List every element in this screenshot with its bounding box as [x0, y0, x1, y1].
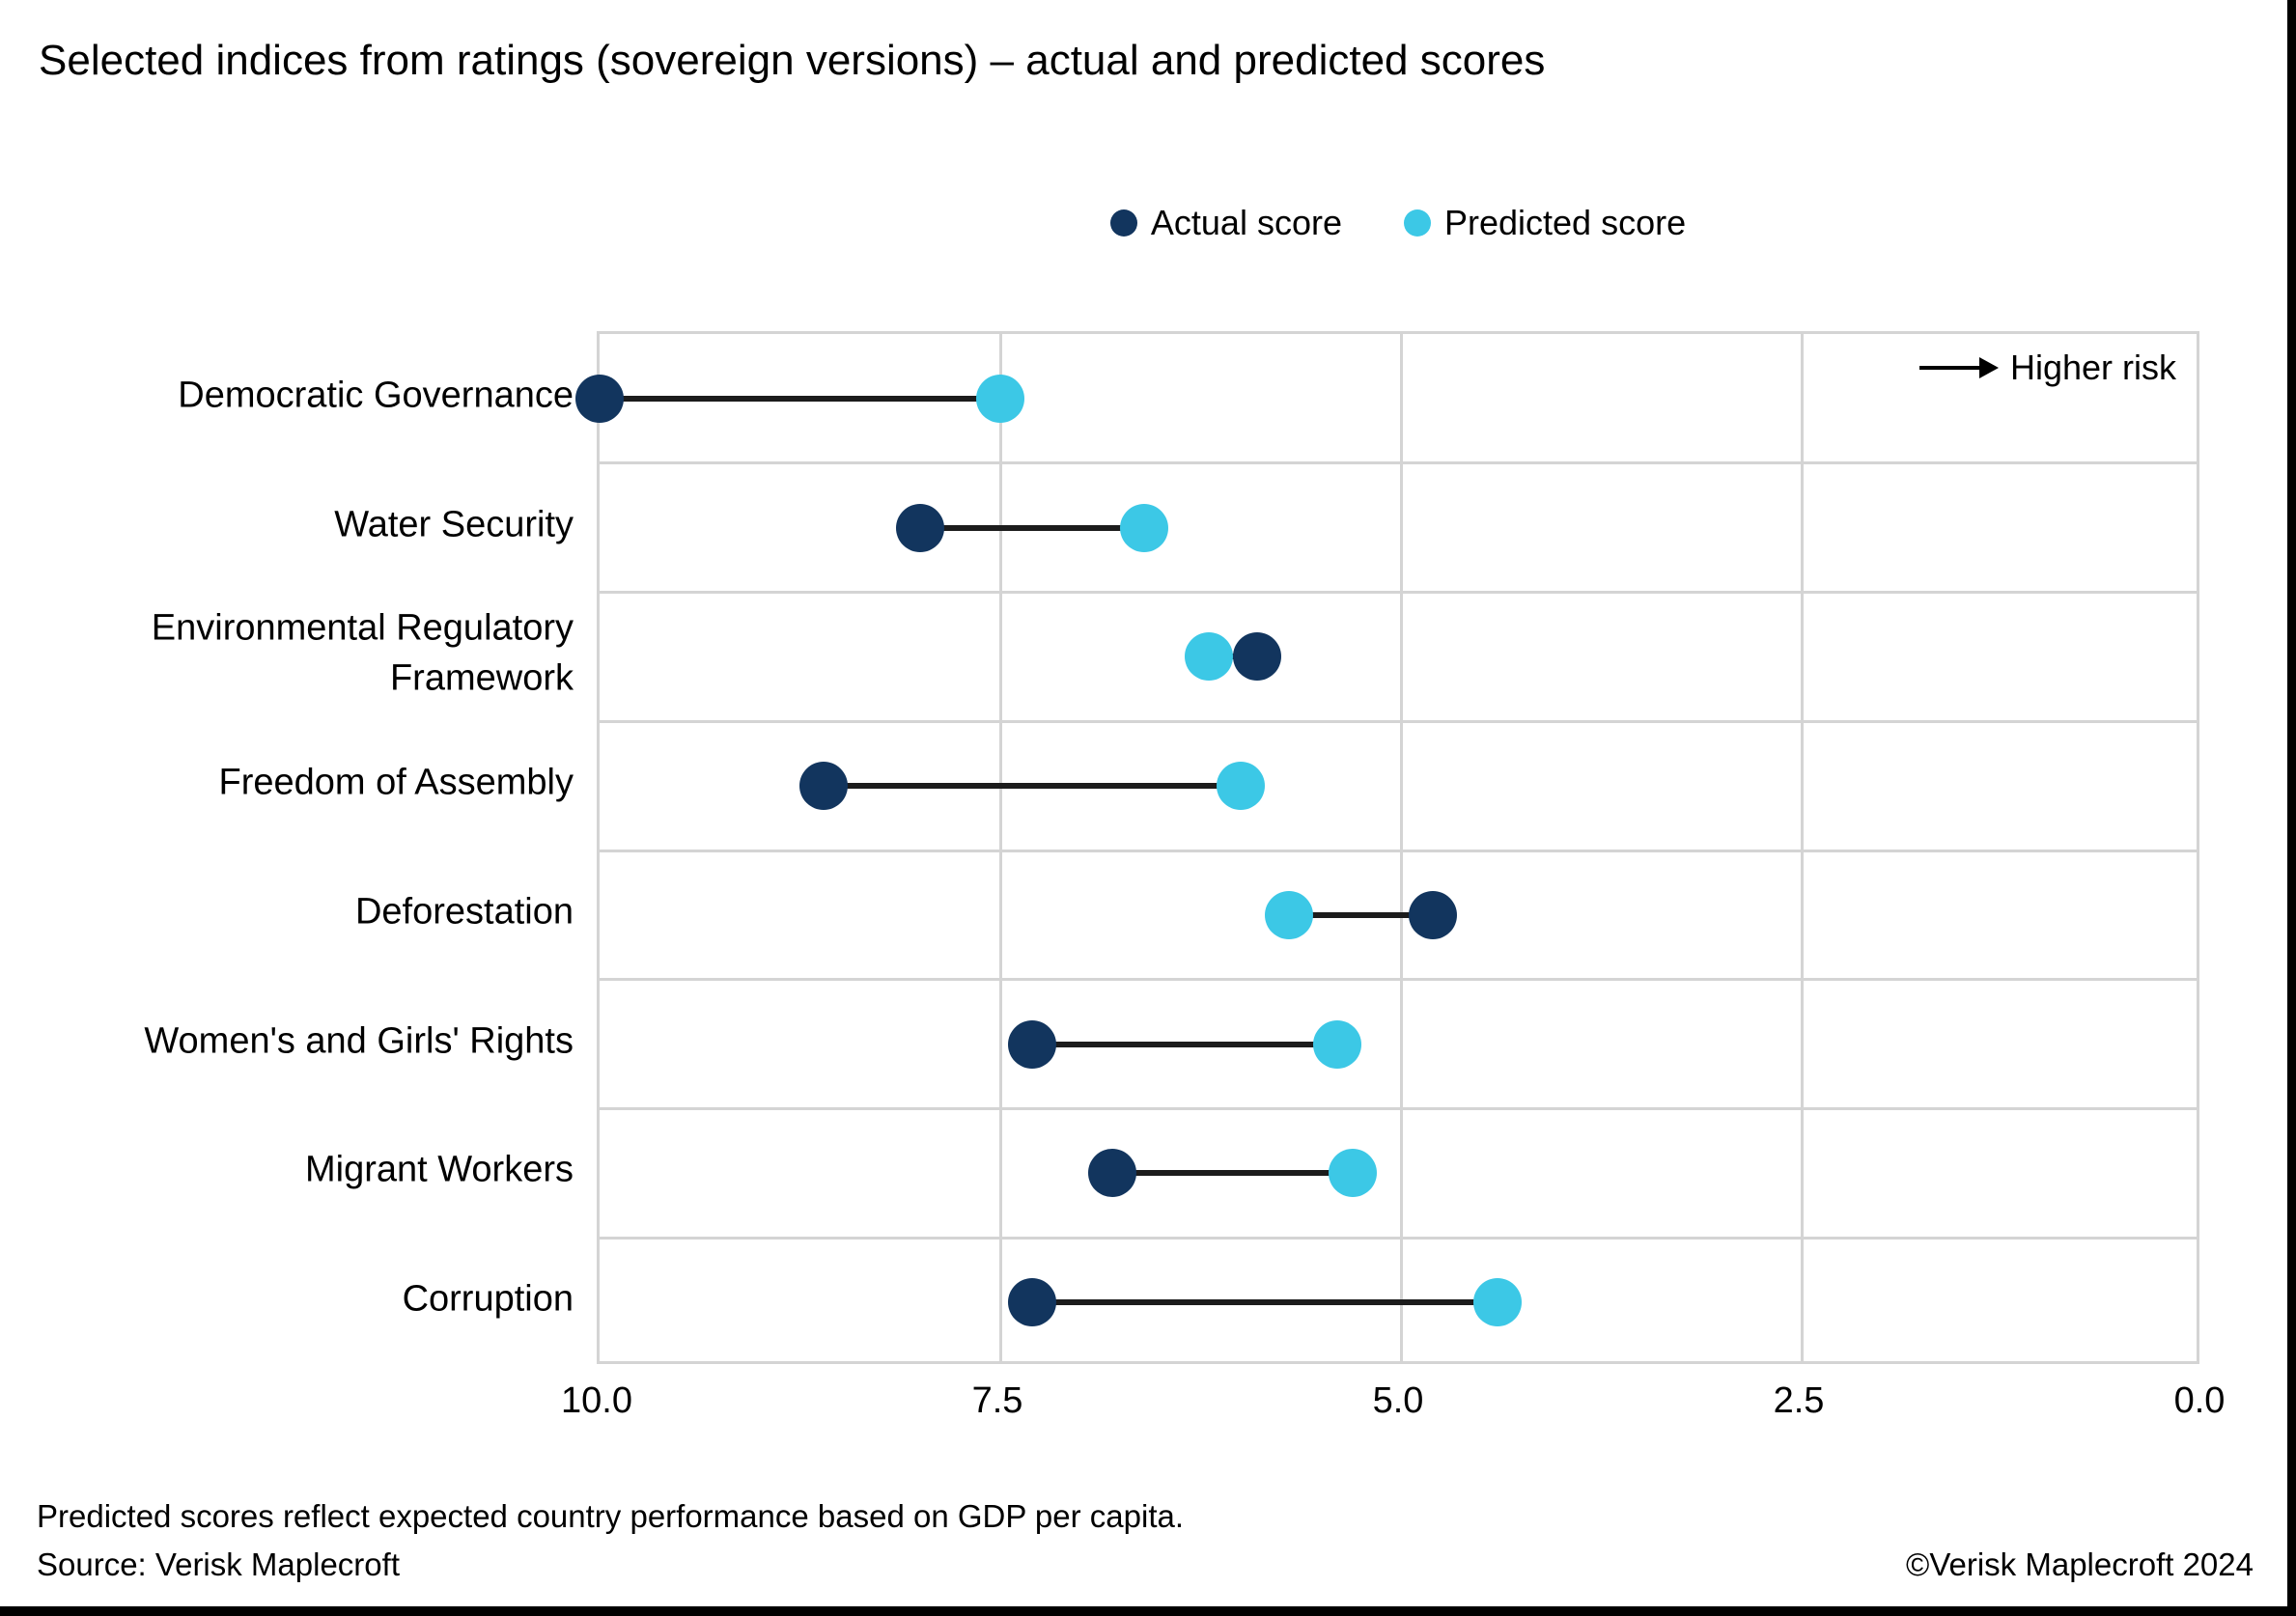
legend-swatch-icon — [1403, 209, 1431, 237]
legend-item: Actual score — [1109, 203, 1342, 243]
x-tick-label: 10.0 — [561, 1380, 632, 1421]
footer-note: Predicted scores reflect expected countr… — [37, 1498, 1185, 1534]
actual-score-dot — [1088, 1149, 1137, 1198]
connector-line — [824, 783, 1241, 790]
actual-score-dot — [896, 503, 944, 552]
category-label: Migrant Workers — [304, 1149, 574, 1190]
connector-line — [1032, 1299, 1498, 1306]
row-separator — [600, 1107, 2197, 1110]
category-label: Deforestation — [354, 891, 574, 933]
predicted-score-dot — [1120, 503, 1169, 552]
row-separator — [600, 1236, 2197, 1240]
category-label: Corruption — [402, 1278, 574, 1320]
plot-area — [575, 331, 2199, 1364]
row-separator — [600, 719, 2197, 723]
predicted-score-dot — [1312, 1019, 1361, 1069]
image-border-right — [2287, 0, 2296, 1616]
legend-item: Predicted score — [1403, 203, 1687, 243]
actual-score-dot — [575, 374, 624, 423]
x-tick-label: 2.5 — [1773, 1380, 1825, 1421]
category-label: Freedom of Assembly — [218, 762, 574, 803]
footer-source: Source: Verisk Maplecroft — [37, 1546, 400, 1582]
x-tick-label: 7.5 — [971, 1380, 1023, 1421]
predicted-score-dot — [976, 374, 1024, 423]
higher-risk-label: Higher risk — [2009, 348, 2176, 387]
connector-line — [1112, 1170, 1354, 1177]
gridline-vertical — [1399, 334, 1403, 1361]
gridline-vertical — [1800, 334, 1804, 1361]
image-border-bottom — [0, 1606, 2296, 1616]
x-tick-label: 0.0 — [2173, 1380, 2226, 1421]
higher-risk-annotation: Higher risk — [1918, 348, 2176, 388]
legend-label: Actual score — [1150, 203, 1342, 242]
actual-score-dot — [1008, 1278, 1057, 1327]
connector-line — [920, 524, 1145, 531]
chart-title: Selected indices from ratings (sovereign… — [39, 37, 1546, 84]
row-separator — [600, 461, 2197, 465]
connector-line — [1288, 911, 1434, 918]
right-arrow-head-icon — [1978, 357, 1999, 378]
actual-score-dot — [1409, 890, 1458, 939]
legend-label: Predicted score — [1443, 203, 1687, 242]
actual-score-dot — [1232, 632, 1281, 682]
footer-copyright: ©Verisk Maplecroft 2024 — [1906, 1546, 2254, 1582]
x-tick-label: 5.0 — [1372, 1380, 1424, 1421]
connector-line — [1032, 1041, 1337, 1047]
gridline-vertical — [998, 334, 1002, 1361]
category-label: Women's and Girls' Rights — [144, 1019, 574, 1061]
category-label: Environmental Regulatory Framework — [151, 608, 574, 699]
predicted-score-dot — [1264, 890, 1313, 939]
chart-legend: Actual score Predicted score — [597, 203, 2199, 243]
legend-swatch-icon — [1109, 209, 1137, 237]
predicted-score-dot — [1329, 1149, 1378, 1198]
predicted-score-dot — [1217, 762, 1265, 811]
predicted-score-dot — [1184, 632, 1233, 682]
right-arrow-icon — [1918, 366, 1979, 370]
category-label: Democratic Governance — [178, 375, 574, 416]
predicted-score-dot — [1472, 1278, 1522, 1327]
actual-score-dot — [799, 762, 849, 811]
actual-score-dot — [1008, 1019, 1057, 1069]
category-label: Water Security — [334, 503, 574, 544]
row-separator — [600, 978, 2197, 982]
connector-line — [600, 395, 1000, 402]
row-separator — [600, 591, 2197, 594]
row-separator — [600, 849, 2197, 852]
